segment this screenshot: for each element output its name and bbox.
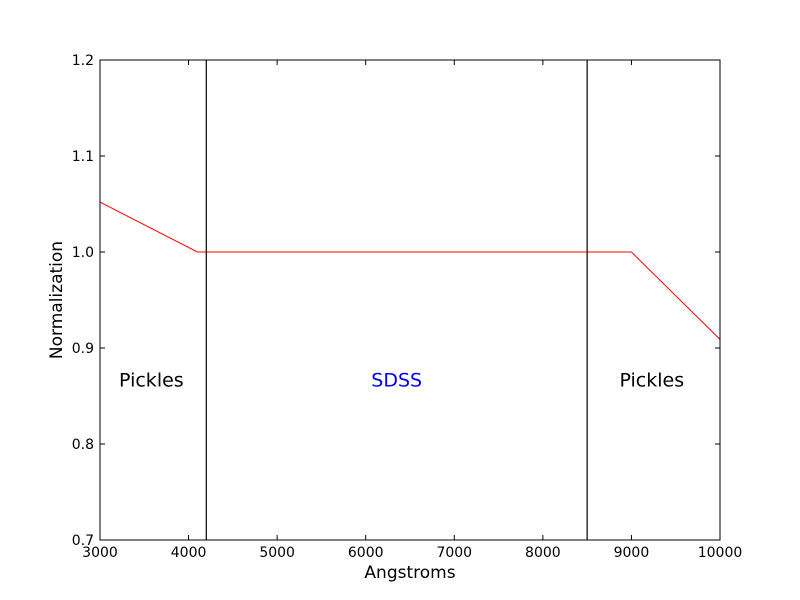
annotations: Pickles SDSS Pickles [119, 370, 684, 392]
x-tick-label: 6000 [348, 545, 384, 561]
y-tick-label: 0.8 [72, 437, 94, 453]
x-axis-label: Angstroms [364, 563, 455, 583]
x-tick-label: 4000 [171, 545, 207, 561]
x-tick-label: 10000 [698, 545, 743, 561]
y-tick-label: 1.1 [72, 149, 94, 165]
y-tick-label: 1.2 [72, 53, 94, 69]
region-label-0: Pickles [119, 370, 184, 392]
series-line-0 [99, 201, 721, 340]
ticks: 3000 4000 5000 6000 7000 8000 9000 10000 0.7 0.8 0… [72, 53, 743, 561]
axes-frame [99, 59, 721, 541]
x-tick-label: 7000 [436, 545, 472, 561]
y-tick-label: 0.7 [72, 533, 94, 549]
y-tick-label: 0.9 [72, 341, 94, 357]
x-tick-label: 8000 [525, 545, 561, 561]
x-tick-label: 9000 [614, 545, 650, 561]
y-axis-label: Normalization [47, 241, 67, 359]
plot-area [99, 60, 721, 540]
region-label-1: SDSS [371, 370, 422, 392]
x-tick-label: 3000 [82, 545, 118, 561]
x-tick-label: 5000 [259, 545, 295, 561]
y-tick-label: 1.0 [72, 245, 94, 261]
region-label-2: Pickles [619, 370, 684, 392]
